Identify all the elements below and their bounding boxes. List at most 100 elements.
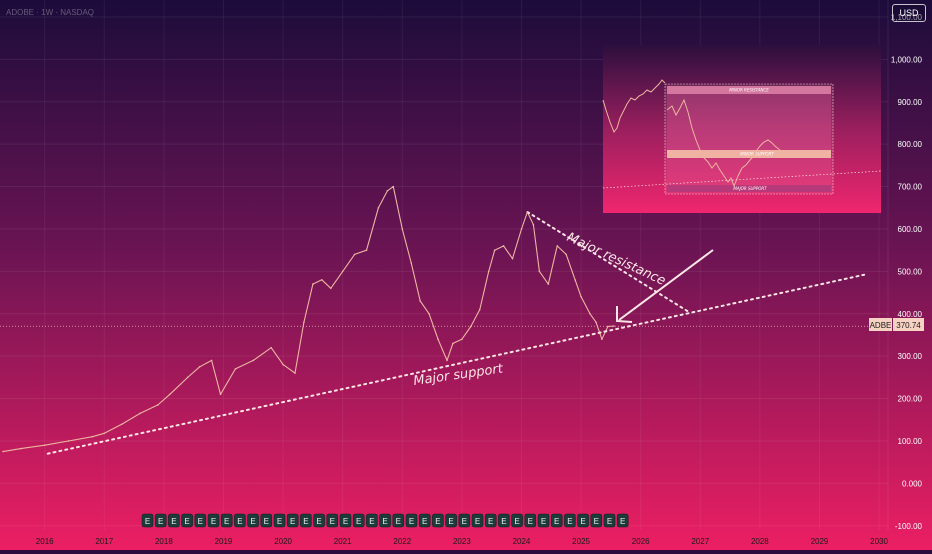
earnings-marker[interactable] bbox=[366, 513, 378, 528]
price-point bbox=[419, 300, 421, 302]
earnings-marker[interactable] bbox=[498, 513, 510, 528]
earnings-marker[interactable] bbox=[418, 513, 431, 528]
price-point bbox=[103, 432, 106, 435]
earnings-marker[interactable] bbox=[300, 513, 312, 528]
price-point bbox=[198, 365, 201, 368]
earnings-marker[interactable] bbox=[445, 513, 457, 528]
inset-major-support-band bbox=[667, 185, 831, 192]
price-point bbox=[565, 253, 567, 256]
price-point bbox=[270, 346, 272, 349]
price-point bbox=[547, 283, 550, 285]
earnings-marker-glyph: E bbox=[356, 517, 361, 526]
earnings-marker[interactable] bbox=[154, 513, 167, 528]
earnings-marker[interactable] bbox=[524, 513, 537, 528]
earnings-marker-glyph: E bbox=[290, 517, 295, 526]
earnings-marker[interactable] bbox=[590, 513, 603, 528]
currency-selector[interactable]: USD bbox=[892, 4, 926, 22]
earnings-marker-glyph: E bbox=[171, 517, 176, 526]
earnings-marker-glyph: E bbox=[382, 517, 387, 526]
arrow-annotation bbox=[616, 249, 714, 323]
earnings-marker-glyph: E bbox=[224, 517, 229, 526]
earnings-marker-glyph: E bbox=[264, 517, 269, 526]
earnings-marker-glyph: E bbox=[580, 517, 585, 526]
earnings-marker[interactable] bbox=[511, 513, 523, 528]
earnings-marker[interactable] bbox=[603, 513, 616, 528]
price-point bbox=[282, 363, 284, 366]
earnings-marker[interactable] bbox=[616, 513, 629, 528]
price-point bbox=[520, 228, 523, 230]
earnings-marker[interactable] bbox=[564, 513, 576, 528]
earnings-marker[interactable] bbox=[234, 513, 246, 528]
earnings-marker-glyph: E bbox=[409, 517, 414, 526]
earnings-marker[interactable] bbox=[537, 513, 550, 528]
earnings-marker-glyph: E bbox=[396, 517, 401, 526]
price-point bbox=[428, 312, 430, 315]
earnings-marker[interactable] bbox=[577, 513, 589, 528]
earnings-marker-glyph: E bbox=[514, 517, 519, 526]
earnings-marker[interactable] bbox=[339, 513, 352, 528]
earnings-marker[interactable] bbox=[220, 513, 233, 528]
price-point bbox=[386, 190, 389, 192]
earnings-marker[interactable] bbox=[194, 513, 207, 528]
earnings-marker[interactable] bbox=[471, 513, 484, 528]
price-point bbox=[446, 359, 448, 362]
y-tick-label: 1,100.00 bbox=[891, 13, 923, 22]
earnings-marker[interactable] bbox=[247, 513, 259, 528]
earnings-marker[interactable] bbox=[313, 513, 325, 528]
earnings-marker[interactable] bbox=[286, 513, 299, 528]
price-point bbox=[234, 368, 237, 370]
earnings-marker-glyph: E bbox=[554, 517, 559, 526]
earnings-marker[interactable] bbox=[352, 513, 365, 528]
earnings-marker[interactable] bbox=[458, 513, 471, 528]
earnings-marker-glyph: E bbox=[462, 517, 467, 526]
y-tick-label: 100.00 bbox=[898, 437, 923, 446]
earnings-marker[interactable] bbox=[181, 513, 193, 528]
y-tick-label: 1,000.00 bbox=[891, 55, 923, 64]
earnings-marker[interactable] bbox=[326, 513, 339, 528]
earnings-marker[interactable] bbox=[484, 513, 497, 528]
earnings-marker-glyph: E bbox=[435, 517, 440, 526]
price-tag-symbol-box bbox=[869, 318, 892, 331]
inset-panel: MINOR RESISTANCE MINOR SUPPORT MAJOR SUP… bbox=[602, 45, 882, 213]
earnings-marker[interactable] bbox=[379, 513, 391, 528]
price-point bbox=[574, 279, 576, 281]
earnings-marker[interactable] bbox=[405, 513, 418, 528]
price-point bbox=[365, 249, 368, 251]
price-point bbox=[321, 279, 323, 281]
inset-major-support-label: MAJOR SUPPORT bbox=[733, 186, 767, 191]
x-tick-label: 2018 bbox=[155, 537, 173, 546]
inset-minor-support-band bbox=[667, 150, 831, 158]
earnings-marker[interactable] bbox=[273, 513, 286, 528]
earnings-marker[interactable] bbox=[432, 513, 444, 528]
x-tick-label: 2021 bbox=[334, 537, 352, 546]
earnings-marker[interactable] bbox=[550, 513, 563, 528]
price-point bbox=[43, 444, 46, 447]
inset-minor-resistance-label: MINOR RESISTANCE bbox=[729, 88, 769, 93]
earnings-marker-glyph: E bbox=[488, 517, 493, 526]
price-point bbox=[487, 270, 490, 273]
earnings-marker-glyph: E bbox=[422, 517, 427, 526]
major-support-trendline bbox=[46, 273, 866, 455]
price-point bbox=[580, 296, 582, 298]
earnings-marker[interactable] bbox=[207, 513, 220, 528]
x-tick-label: 2027 bbox=[691, 537, 709, 546]
price-point bbox=[437, 338, 439, 341]
major-resistance-trendline bbox=[526, 211, 690, 313]
price-tag-value: 370.74 bbox=[896, 321, 921, 330]
earnings-marker[interactable] bbox=[168, 513, 180, 528]
arrow-shaft bbox=[618, 249, 714, 321]
price-point bbox=[329, 287, 332, 290]
x-tick-label: 2030 bbox=[870, 537, 888, 546]
earnings-marker[interactable] bbox=[141, 513, 154, 528]
price-point bbox=[452, 342, 454, 345]
earnings-marker[interactable] bbox=[260, 513, 273, 528]
earnings-marker-glyph: E bbox=[475, 517, 480, 526]
price-point bbox=[511, 257, 514, 260]
earnings-marker[interactable] bbox=[392, 513, 405, 528]
price-point bbox=[526, 211, 529, 213]
price-point bbox=[20, 447, 22, 450]
earnings-marker-glyph: E bbox=[448, 517, 453, 526]
earnings-marker-glyph: E bbox=[303, 517, 308, 526]
x-tick-label: 2023 bbox=[453, 537, 471, 546]
